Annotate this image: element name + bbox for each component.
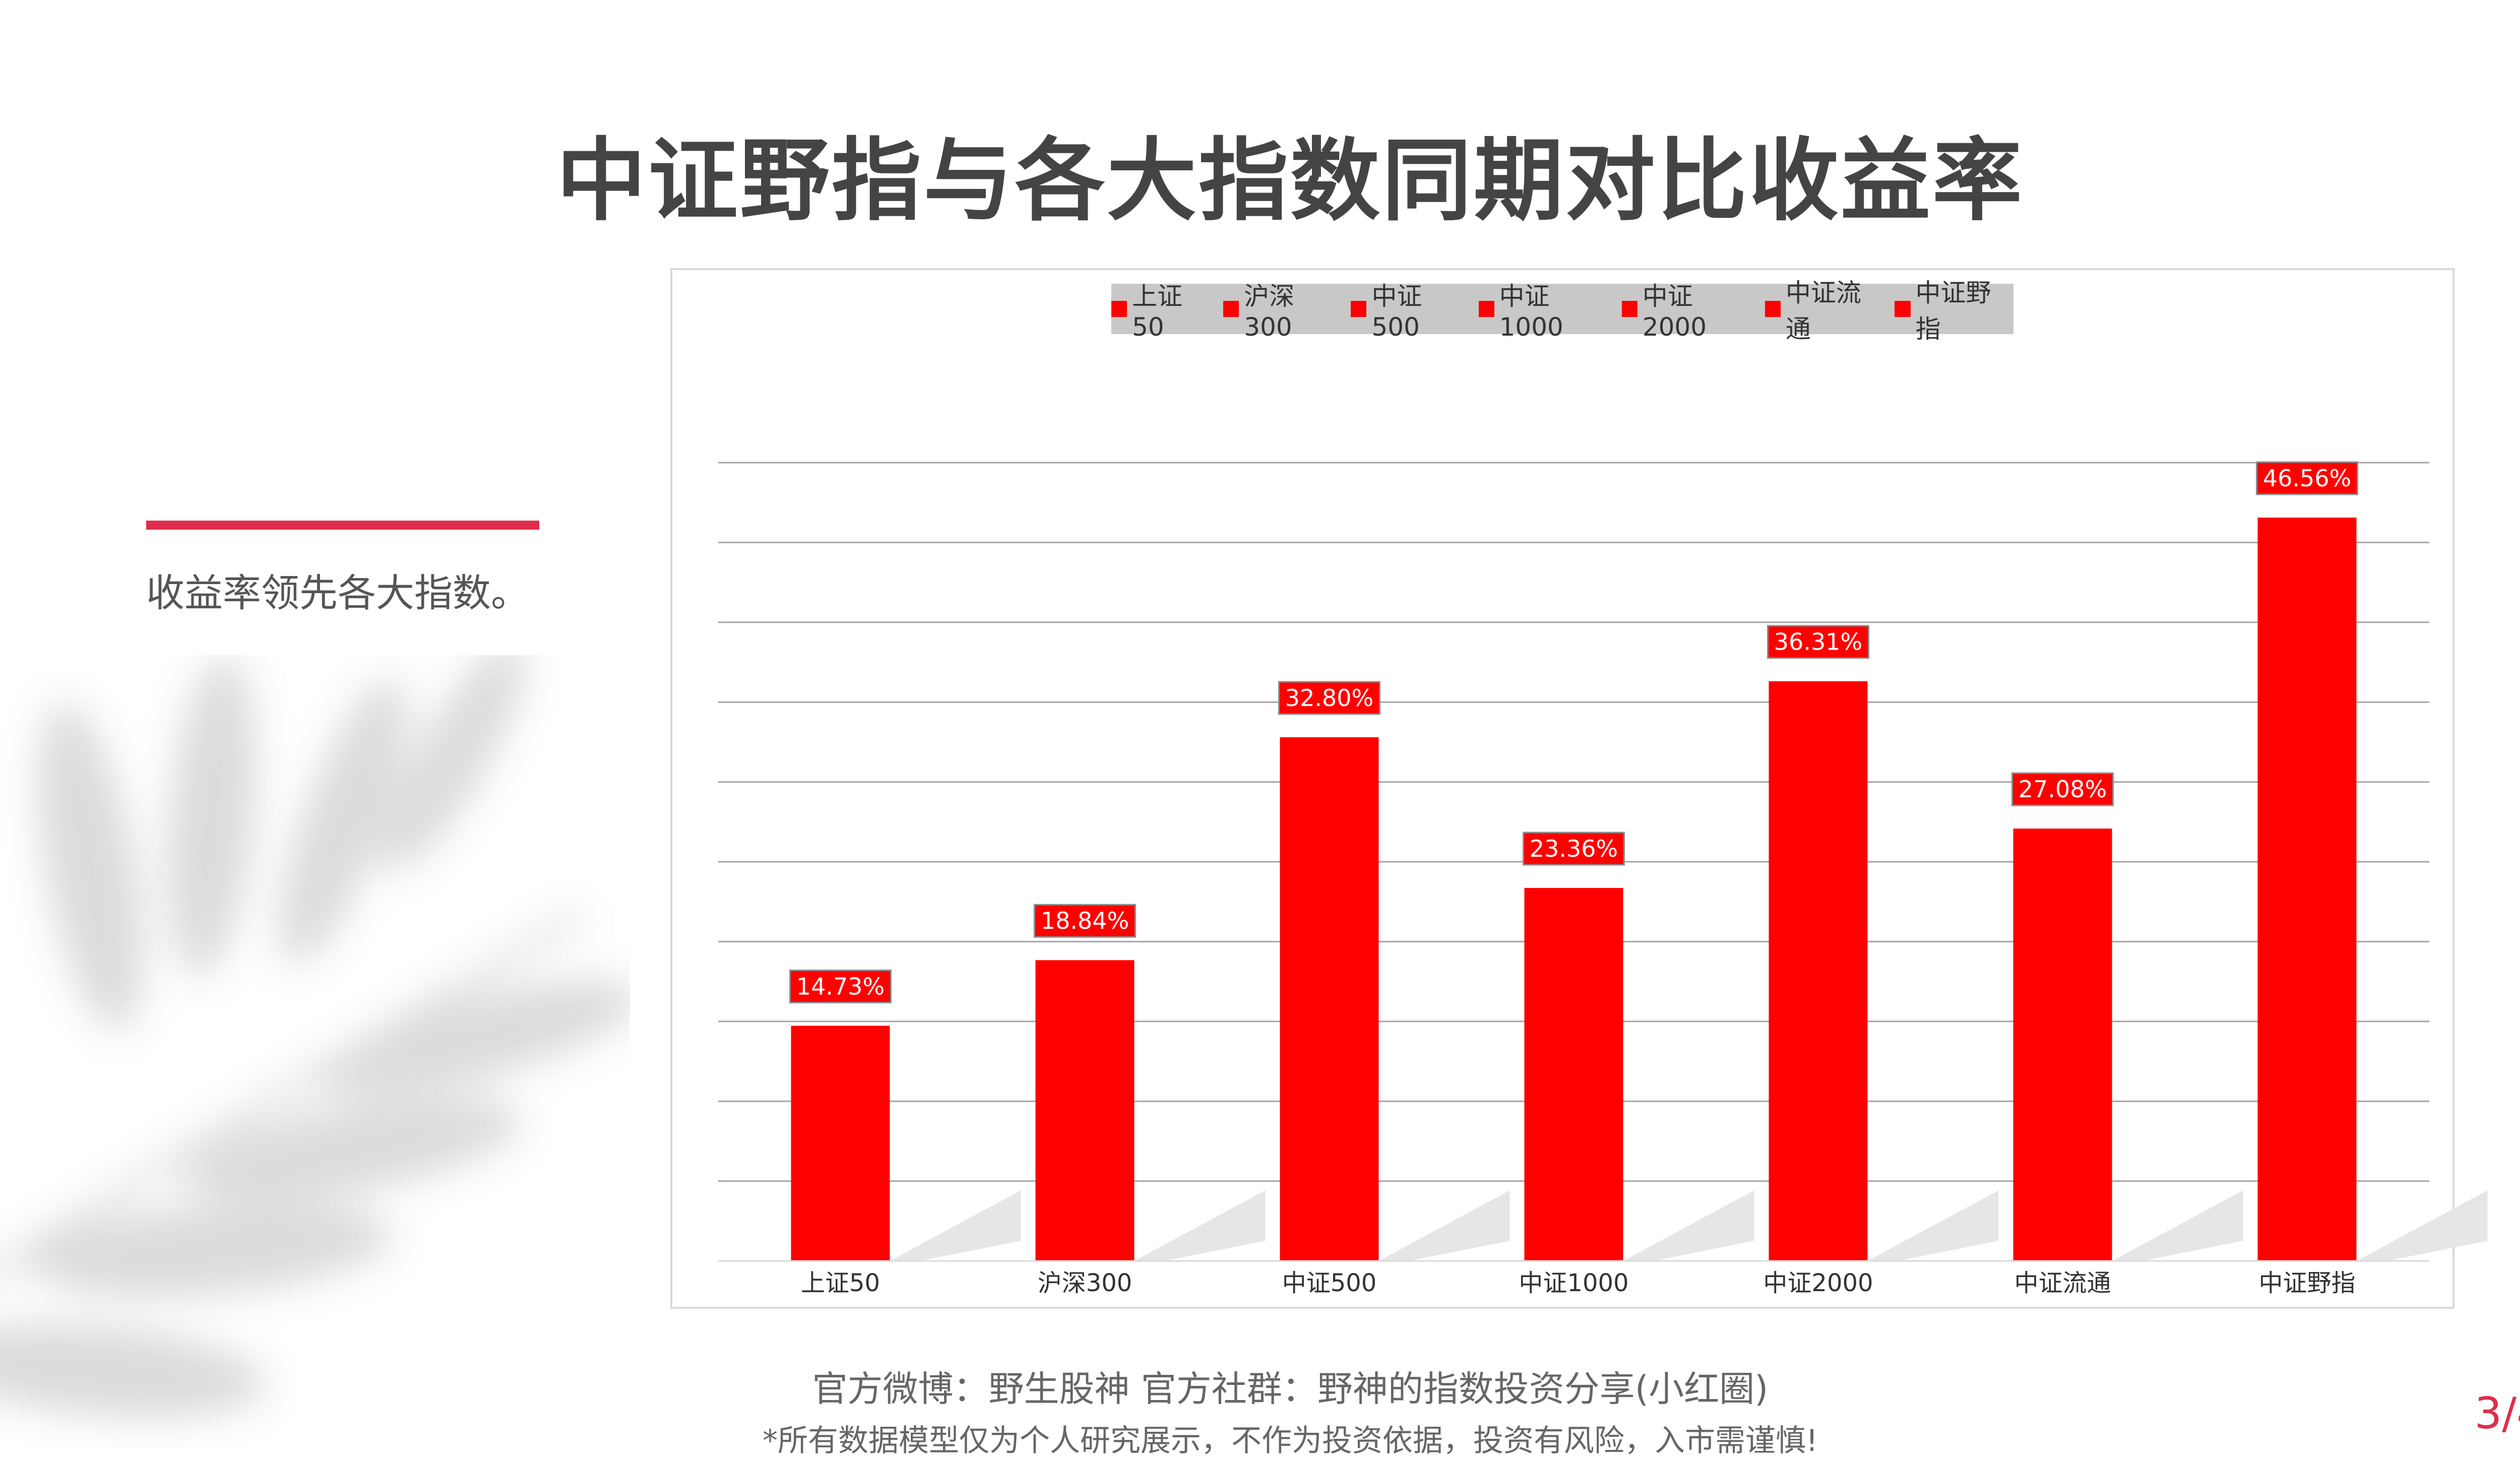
- data-label: 36.31%: [1774, 628, 1862, 656]
- legend-item: 上证50: [1111, 276, 1212, 342]
- data-label: 14.73%: [796, 973, 885, 1000]
- data-label: 32.80%: [1285, 684, 1373, 712]
- data-label-box: [1034, 904, 1136, 938]
- legend-swatch: [1351, 301, 1367, 317]
- legend-swatch: [1765, 301, 1781, 317]
- legend-swatch: [1478, 301, 1494, 317]
- legend-label: 中证2000: [1642, 282, 1707, 342]
- legend-swatch: [1621, 301, 1637, 317]
- data-label-box: [789, 969, 892, 1003]
- bar-中证流通: [2013, 829, 2112, 1261]
- x-tick-label: 中证500: [1282, 1269, 1377, 1297]
- bar-shadow: [1623, 1190, 1754, 1261]
- bar-沪深300: [1035, 960, 1135, 1261]
- bar-中证2000: [1769, 681, 1868, 1261]
- data-label-box: [2011, 772, 2114, 806]
- legend-swatch: [1895, 301, 1911, 317]
- chart-frame: [670, 268, 2454, 1309]
- bar-shadow: [2356, 1190, 2488, 1261]
- legend-label: 中证野指: [1915, 278, 1991, 344]
- page-number: 3/4: [2474, 1388, 2520, 1439]
- legend-item: 中证500: [1351, 276, 1467, 342]
- data-label-box: [1767, 625, 1869, 659]
- x-tick-label: 中证2000: [1763, 1269, 1873, 1297]
- legend-item: 中证流通: [1765, 273, 1884, 345]
- bar-shadow: [2112, 1190, 2243, 1261]
- bar-上证50: [791, 1026, 890, 1261]
- legend-swatch: [1111, 301, 1127, 317]
- data-label-box: [1278, 681, 1380, 715]
- legend-label: 中证流通: [1785, 278, 1861, 344]
- data-label: 23.36%: [1530, 835, 1618, 862]
- legend-item: 沪深300: [1223, 276, 1340, 342]
- bar-shadow: [890, 1190, 1021, 1261]
- legend-swatch: [1223, 301, 1239, 317]
- data-label: 18.84%: [1041, 907, 1129, 934]
- x-tick-label: 沪深300: [1038, 1269, 1132, 1297]
- subtitle-text: 收益率领先各大指数。: [146, 570, 529, 615]
- legend-label: 沪深300: [1244, 282, 1295, 342]
- data-label-box: [1523, 832, 1625, 866]
- data-label-box: [2256, 461, 2358, 495]
- bar-shadow: [1378, 1190, 1510, 1261]
- bar-中证500: [1280, 737, 1379, 1261]
- bar-中证1000: [1524, 887, 1623, 1261]
- x-tick-label: 中证野指: [2258, 1269, 2355, 1297]
- accent-line: [146, 521, 539, 530]
- bar-shadow: [1867, 1190, 1999, 1261]
- footer-social-info: 官方微博：野生股神 官方社群：野神的指数投资分享(小红圈): [812, 1368, 1769, 1410]
- page-title: 中证野指与各大指数同期对比收益率: [556, 129, 2024, 233]
- leaf-shadow-decoration: [0, 655, 630, 1419]
- x-tick-label: 上证50: [801, 1269, 880, 1297]
- legend-item: 中证1000: [1478, 276, 1611, 342]
- bar-shadow: [1134, 1190, 1266, 1261]
- data-label: 46.56%: [2263, 465, 2351, 492]
- bar-中证野指: [2257, 517, 2357, 1261]
- footer-disclaimer: *所有数据模型仅为个人研究展示，不作为投资依据，投资有风险，入市需谨慎!: [762, 1423, 1818, 1458]
- data-label: 27.08%: [2019, 776, 2107, 803]
- x-tick-label: 中证流通: [2014, 1269, 2111, 1297]
- legend-item: 中证野指: [1895, 273, 2013, 345]
- x-tick-label: 中证1000: [1519, 1269, 1628, 1297]
- legend-label: 上证50: [1132, 282, 1183, 342]
- chart-legend: 上证50 沪深300 中证500 中证1000 中证2000 中证流通 中证野指: [1111, 278, 2013, 344]
- legend-item: 中证2000: [1621, 276, 1754, 342]
- legend-label: 中证1000: [1499, 282, 1563, 342]
- legend-label: 中证500: [1371, 282, 1422, 342]
